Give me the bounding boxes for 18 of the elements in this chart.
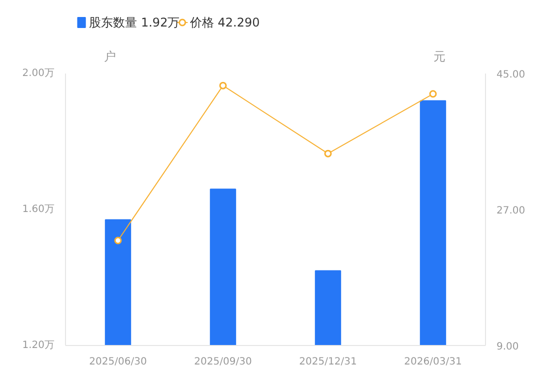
y-tick-label: 1.20万: [22, 340, 54, 351]
point: [219, 82, 227, 90]
legend-label: 价格 42.290: [188, 16, 260, 30]
y-tick-label: 1.60万: [22, 204, 54, 215]
x-tick-label: 2025/09/30: [194, 356, 252, 368]
y-tick-label: 2.00万: [22, 68, 54, 79]
y2-tick-label: 9.00: [496, 342, 519, 352]
y2-tick-label: 27.00: [496, 206, 526, 216]
y-axis-title: 户: [104, 50, 116, 64]
point: [324, 150, 332, 158]
point: [114, 236, 122, 244]
y2-tick-label: 45.00: [496, 70, 526, 80]
x-tick-label: 2025/06/30: [89, 356, 147, 368]
x-tick-label: 2026/03/31: [404, 356, 462, 368]
point: [429, 90, 437, 98]
legend-label: 股东数量 1.92万: [89, 16, 180, 30]
y2-axis-title: 元: [434, 50, 446, 64]
x-tick-label: 2025/12/31: [299, 356, 357, 368]
